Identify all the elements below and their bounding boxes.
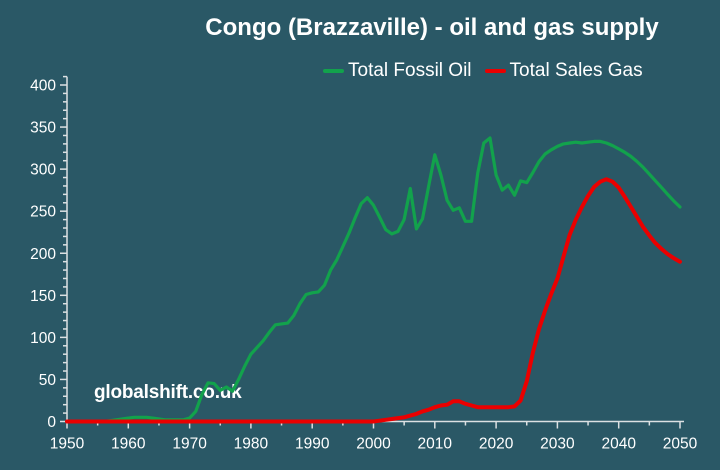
x-tick-label: 2000 xyxy=(356,436,391,453)
y-tick-label: 100 xyxy=(30,330,56,347)
gas-series-line xyxy=(65,177,682,424)
y-tick-label: 300 xyxy=(30,162,56,179)
gas-series-swatch xyxy=(484,69,506,73)
y-tick-label: 250 xyxy=(30,204,56,221)
y-tick-label: 400 xyxy=(30,78,56,95)
x-tick-label: 2040 xyxy=(601,436,636,453)
legend-item-total-fossil-oil: Total Fossil Oil xyxy=(323,60,472,82)
x-tick-label: 1970 xyxy=(172,436,207,453)
legend: Total Fossil Oil Total Sales Gas xyxy=(323,60,643,82)
x-tick-label: 2050 xyxy=(663,436,698,453)
x-tick-label: 1950 xyxy=(50,436,85,453)
y-tick-label: 50 xyxy=(39,372,57,389)
x-tick-label: 2020 xyxy=(479,436,514,453)
x-tick-label: 1990 xyxy=(295,436,330,453)
y-tick-label: 150 xyxy=(30,288,56,305)
oil-series-line xyxy=(65,136,682,424)
chart-title: Congo (Brazzaville) - oil and gas supply xyxy=(205,14,659,41)
x-tick-label: 2010 xyxy=(418,436,453,453)
gas-series-label: Total Sales Gas xyxy=(509,60,643,81)
legend-item-total-sales-gas: Total Sales Gas xyxy=(484,60,643,82)
x-tick-label: 2030 xyxy=(540,436,575,453)
oil-series-swatch xyxy=(323,69,344,73)
oil-series-label: Total Fossil Oil xyxy=(348,60,472,81)
x-tick-label: 1960 xyxy=(111,436,146,453)
y-tick-label: 350 xyxy=(30,120,56,137)
y-tick-label: 200 xyxy=(30,246,56,263)
x-tick-label: 1980 xyxy=(234,436,269,453)
y-tick-label: 0 xyxy=(47,414,56,431)
